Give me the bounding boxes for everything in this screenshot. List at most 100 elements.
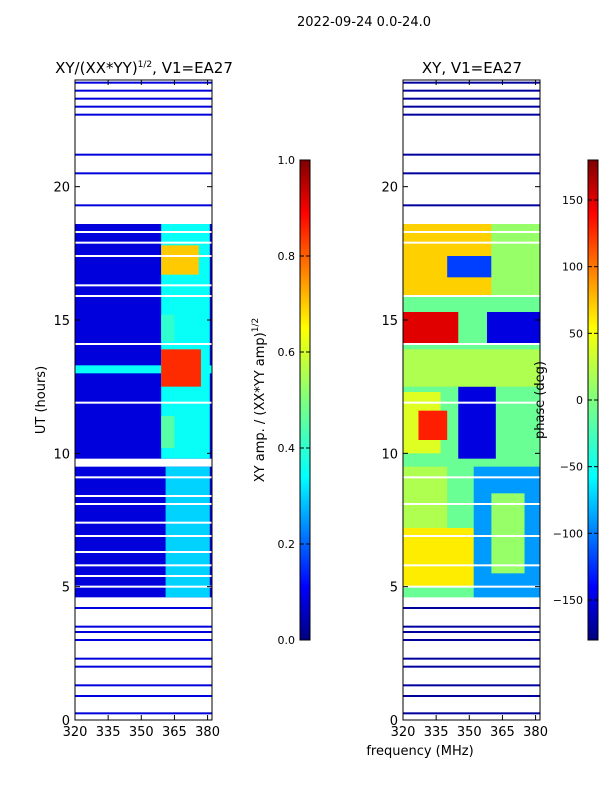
phase-data-gap xyxy=(403,535,540,537)
phase-scan-line xyxy=(403,712,540,715)
phase-data-block xyxy=(491,224,540,296)
amplitude-data-gap xyxy=(75,284,212,287)
amplitude-plot-frame xyxy=(74,79,213,721)
amplitude-colorbar-tick-label: 0.8 xyxy=(278,250,296,263)
phase-scan-line xyxy=(403,665,540,668)
phase-scan-line xyxy=(403,695,540,697)
phase-scan-line xyxy=(403,153,540,156)
amplitude-scan-line xyxy=(75,625,212,628)
amplitude-scan-line xyxy=(75,665,212,668)
amplitude-scan-line xyxy=(75,607,212,609)
amplitude-y-tick-label: 15 xyxy=(53,314,70,329)
amplitude-data-gap xyxy=(75,343,212,345)
phase-scan-line xyxy=(403,639,540,641)
amplitude-scan-line xyxy=(75,657,212,660)
amplitude-x-tick-label: 380 xyxy=(195,725,220,740)
phase-data-gap xyxy=(403,295,540,297)
amplitude-data-gap xyxy=(75,575,212,577)
phase-colorbar-tick-label: −100 xyxy=(553,527,583,540)
amplitude-y-axis-label: UT (hours) xyxy=(34,366,49,434)
phase-data-block xyxy=(418,410,448,440)
phase-data-block xyxy=(491,493,525,574)
amplitude-scan-line xyxy=(75,204,212,207)
amplitude-data-block xyxy=(161,416,175,448)
phase-colorbar-ticks: −150 −100 −50 0 50 100 150 xyxy=(553,194,598,607)
phase-data-block xyxy=(403,528,474,587)
amplitude-data-gap xyxy=(75,295,212,297)
amplitude-x-axis: 320 335 350 365 380 xyxy=(63,80,220,740)
amplitude-x-tick-label: 335 xyxy=(96,725,121,740)
phase-colorbar-tick-label: −50 xyxy=(560,461,583,474)
phase-x-tick-label: 350 xyxy=(457,725,482,740)
amplitude-data-gap xyxy=(75,495,212,497)
amplitude-scan-line xyxy=(75,113,212,116)
amplitude-colorbar-label: XY amp. / (XX*YY amp)1/2 xyxy=(251,318,268,482)
amplitude-data-gap xyxy=(75,231,212,233)
amplitude-colorbar: 0.0 0.2 0.4 0.6 0.8 1.0 XY amp. / (XX*YY amp)… xyxy=(251,154,311,647)
amplitude-colorbar-tick-label: 0.2 xyxy=(278,538,296,551)
phase-data-block xyxy=(458,386,496,459)
amplitude-y-tick-label: 20 xyxy=(53,181,70,196)
phase-data-gap xyxy=(403,564,540,567)
amplitude-scan-line xyxy=(75,695,212,697)
amplitude-x-tick-label: 365 xyxy=(162,725,187,740)
phase-data-gap xyxy=(403,343,540,345)
amplitude-heatmap xyxy=(75,81,212,715)
phase-data-block xyxy=(403,312,459,344)
phase-scan-line xyxy=(403,172,540,175)
phase-scan-line xyxy=(403,97,540,100)
phase-colorbar-tick-label: −150 xyxy=(553,594,583,607)
phase-data-gap xyxy=(403,585,540,588)
amplitude-colorbar-gradient xyxy=(299,159,311,641)
amplitude-x-tick-label: 320 xyxy=(63,725,88,740)
phase-scan-line xyxy=(403,631,540,633)
phase-colorbar-tick-label: 150 xyxy=(562,194,583,207)
phase-panel: XY, V1=EA27 320 335 350 365 380 0 5 10 15 20 fre… xyxy=(366,59,548,759)
figure-suptitle: 2022-09-24 0.0-24.0 xyxy=(297,15,431,30)
amplitude-y-axis: 0 5 10 15 20 xyxy=(53,181,212,729)
amplitude-data-gap xyxy=(75,585,212,588)
phase-y-tick-label: 5 xyxy=(390,581,398,596)
phase-colorbar-tick-label: 50 xyxy=(569,327,583,340)
phase-x-tick-label: 320 xyxy=(391,725,416,740)
phase-y-axis: 0 5 10 15 20 xyxy=(381,181,540,729)
phase-x-tick-label: 380 xyxy=(523,725,548,740)
phase-colorbar-tick-label: 0 xyxy=(576,394,583,407)
amplitude-scan-line xyxy=(75,153,212,156)
phase-scan-line xyxy=(403,113,540,116)
amplitude-y-tick-label: 5 xyxy=(62,581,70,596)
amplitude-data-gap xyxy=(75,503,212,505)
amplitude-scan-line xyxy=(75,105,212,108)
amplitude-y-tick-label: 10 xyxy=(53,447,70,462)
amplitude-scan-line xyxy=(75,631,212,633)
phase-panel-title: XY, V1=EA27 xyxy=(422,59,522,77)
amplitude-data-block xyxy=(161,245,199,275)
phase-y-tick-label: 0 xyxy=(390,714,398,729)
phase-scan-line xyxy=(403,105,540,108)
phase-data-gap xyxy=(403,503,540,505)
amplitude-scan-line xyxy=(75,684,212,687)
amplitude-data-gap xyxy=(75,564,212,567)
amplitude-data-block xyxy=(75,365,212,374)
phase-scan-line xyxy=(403,657,540,660)
amplitude-scan-line xyxy=(75,639,212,641)
phase-scan-line xyxy=(403,684,540,687)
phase-y-tick-label: 20 xyxy=(381,181,398,196)
amplitude-scan-line xyxy=(75,81,212,84)
amplitude-data-gap xyxy=(75,401,212,404)
phase-y-tick-label: 10 xyxy=(381,447,398,462)
amplitude-colorbar-tick-label: 0.0 xyxy=(278,634,296,647)
phase-x-tick-label: 365 xyxy=(490,725,515,740)
amplitude-y-tick-label: 0 xyxy=(62,714,70,729)
amplitude-panel: XY/(XX*YY)1/2, V1=EA27 320 335 350 365 380 0… xyxy=(34,59,233,740)
amplitude-scan-line xyxy=(75,97,212,100)
phase-plot-frame xyxy=(402,79,541,721)
amplitude-data-block xyxy=(165,466,210,598)
phase-data-gap xyxy=(403,241,540,244)
phase-scan-line xyxy=(403,625,540,628)
amplitude-panel-title: XY/(XX*YY)1/2, V1=EA27 xyxy=(55,59,233,77)
frequency-axis-label: frequency (MHz) xyxy=(366,744,473,759)
amplitude-data-gap xyxy=(75,476,212,479)
amplitude-colorbar-tick-label: 0.4 xyxy=(278,442,296,455)
amplitude-colorbar-tick-label: 1.0 xyxy=(278,154,296,167)
